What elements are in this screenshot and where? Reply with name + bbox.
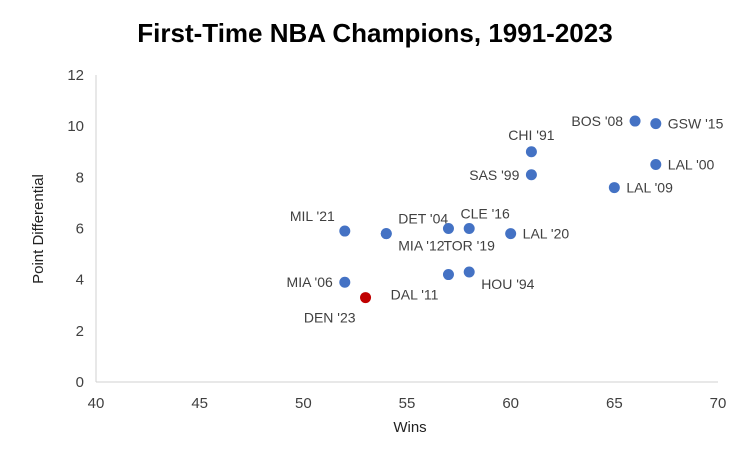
y-tick-label: 12 [67, 67, 84, 84]
x-tick-label: 65 [606, 395, 623, 412]
data-label: MIA '06 [287, 274, 333, 290]
y-tick-label: 0 [76, 374, 84, 391]
data-label: GSW '15 [668, 116, 724, 132]
data-point [442, 269, 454, 281]
x-tick-label: 50 [295, 395, 312, 412]
data-label: TOR '19 [443, 238, 495, 254]
y-tick-label: 2 [76, 323, 84, 340]
data-point [463, 266, 475, 278]
x-tick-label: 40 [88, 395, 105, 412]
data-point [650, 159, 662, 171]
data-point [608, 182, 620, 194]
y-tick-label: 10 [67, 118, 84, 135]
x-tick-labels: 40 45 50 55 60 65 70 [88, 395, 727, 412]
data-label: DAL '11 [391, 287, 439, 303]
data-points [339, 115, 662, 304]
data-point [629, 115, 641, 127]
y-tick-label: 6 [76, 221, 84, 238]
y-tick-label: 4 [76, 272, 84, 289]
data-label: CLE '16 [460, 206, 510, 222]
data-label: BOS '08 [571, 113, 623, 129]
data-point [525, 146, 537, 158]
data-point [339, 276, 351, 288]
data-point [360, 292, 372, 304]
x-tick-label: 70 [710, 395, 727, 412]
data-point [650, 118, 662, 130]
x-axis-title: Wins [393, 419, 426, 436]
y-tick-labels: 0 2 4 6 8 10 12 [67, 67, 84, 391]
data-point [525, 169, 537, 181]
data-label: MIL '21 [290, 208, 335, 224]
data-label: SAS '99 [469, 167, 519, 183]
data-label: DEN '23 [304, 310, 356, 326]
data-label: HOU '94 [481, 276, 534, 292]
data-point [442, 223, 454, 234]
data-point [380, 228, 392, 240]
x-tick-label: 45 [191, 395, 208, 412]
y-tick-label: 8 [76, 169, 84, 186]
data-label: DET '04 [398, 211, 448, 227]
data-point [339, 225, 351, 237]
data-point [463, 223, 475, 234]
data-label: LAL '20 [523, 226, 570, 242]
data-label: LAL '00 [668, 157, 715, 173]
x-tick-label: 60 [502, 395, 519, 412]
point-labels: BOS '08 GSW '15 CHI '91 LAL '00 SAS '99 LAL '… [287, 113, 724, 326]
y-axis-title: Point Differential [30, 174, 47, 284]
data-point [505, 228, 517, 240]
chart-title: First-Time NBA Champions, 1991-2023 [137, 18, 612, 48]
data-label: MIA '12 [398, 238, 444, 254]
data-label: CHI '91 [508, 127, 554, 143]
x-tick-label: 55 [399, 395, 416, 412]
data-label: LAL '09 [626, 180, 673, 196]
